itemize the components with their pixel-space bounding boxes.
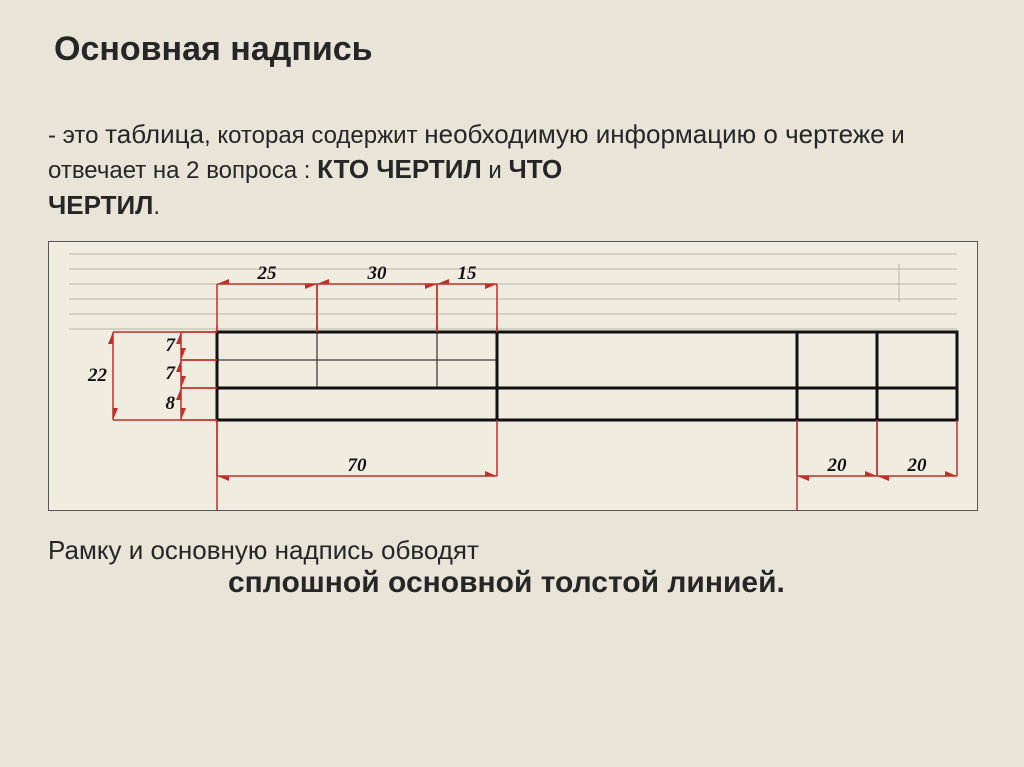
title-block-diagram: 25301577822701452020а) bbox=[48, 241, 978, 511]
t-and: и bbox=[482, 157, 509, 184]
t-prefix: - это bbox=[48, 122, 105, 149]
svg-text:30: 30 bbox=[367, 263, 388, 284]
svg-text:70: 70 bbox=[348, 455, 368, 476]
svg-text:22: 22 bbox=[87, 365, 108, 386]
t-period: . bbox=[153, 193, 160, 220]
t-chto1: ЧТО bbox=[508, 154, 562, 184]
svg-text:7: 7 bbox=[166, 335, 177, 356]
t-tablica: таблица bbox=[105, 119, 204, 149]
footer-line1: Рамку и основную надпись обводят bbox=[48, 535, 976, 566]
footer-line2: сплошной основной толстой линией. bbox=[228, 566, 976, 600]
description-paragraph: - это таблица, которая содержит необходи… bbox=[48, 117, 976, 223]
svg-text:8: 8 bbox=[166, 393, 176, 414]
t-kto: КТО ЧЕРТИЛ bbox=[317, 154, 482, 184]
page-title: Основная надпись bbox=[54, 30, 976, 69]
t-neob: необходимую информацию о чертеже bbox=[424, 119, 884, 149]
t-mid1: , которая содержит bbox=[204, 122, 424, 149]
footer: Рамку и основную надпись обводят сплошно… bbox=[48, 535, 976, 600]
svg-text:7: 7 bbox=[166, 363, 177, 384]
svg-text:20: 20 bbox=[907, 455, 928, 476]
svg-text:20: 20 bbox=[827, 455, 848, 476]
t-chto2: ЧЕРТИЛ bbox=[48, 190, 153, 220]
svg-text:15: 15 bbox=[458, 263, 478, 284]
svg-text:25: 25 bbox=[257, 263, 278, 284]
